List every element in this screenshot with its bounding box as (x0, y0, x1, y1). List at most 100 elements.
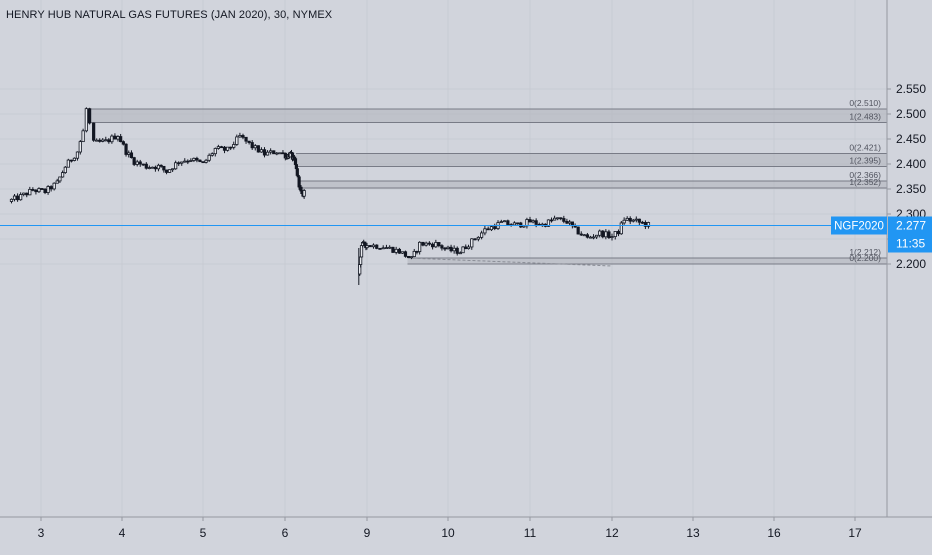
candle-body (400, 251, 405, 254)
candle-body (180, 161, 184, 164)
candle-body (616, 231, 621, 235)
candle-body (192, 157, 196, 161)
fib-zone[interactable] (298, 181, 888, 188)
candle-body (275, 152, 279, 155)
candle-body (256, 145, 260, 153)
candle-body (207, 154, 211, 161)
candle-body (628, 217, 632, 222)
y-tick-label: 2.350 (896, 182, 926, 196)
candle-body (162, 165, 166, 171)
candle-body (391, 246, 395, 253)
candle-body (159, 164, 163, 167)
candle-body (171, 168, 175, 171)
x-tick-label: 16 (767, 526, 781, 540)
candle-body (449, 246, 453, 252)
candle-body (466, 246, 471, 250)
candle-body (446, 246, 450, 249)
candle-body (259, 149, 264, 153)
candle-body (15, 195, 20, 201)
candle-body (528, 219, 532, 223)
candle-body (174, 162, 178, 170)
candle-body (129, 152, 134, 159)
candle-body (480, 232, 484, 238)
x-tick-label: 4 (119, 526, 126, 540)
price-scale[interactable] (887, 0, 932, 517)
candle-body (388, 246, 392, 249)
candle-body (493, 226, 497, 230)
x-tick-label: 10 (441, 526, 455, 540)
countdown-badge (888, 234, 932, 253)
candle-body (637, 218, 641, 223)
candle-body (470, 238, 474, 248)
candle-body (141, 163, 145, 166)
candle-body (378, 248, 382, 250)
candle-body (28, 188, 32, 196)
candle-body (613, 231, 617, 238)
candle-body (519, 222, 523, 228)
candle-body (84, 108, 88, 132)
candle-body (98, 139, 102, 142)
candle-body (46, 186, 50, 193)
candle-body (34, 189, 38, 193)
candle-body (443, 247, 447, 250)
fib-zone[interactable] (407, 258, 888, 264)
candle-body (92, 122, 96, 141)
candle-body (631, 219, 635, 222)
x-tick-label: 6 (282, 526, 289, 540)
candle-body (222, 146, 227, 151)
candle-body (588, 236, 593, 239)
candle-body (156, 164, 161, 170)
candle-body (565, 220, 569, 224)
candle-body (525, 219, 529, 227)
candle-body (40, 188, 44, 190)
candle-body (119, 136, 123, 143)
candle-body (458, 252, 462, 255)
x-tick-label: 13 (686, 526, 700, 540)
candle-body (452, 247, 456, 252)
candle-body (269, 150, 273, 153)
candle-body (486, 228, 490, 231)
candle-body (183, 160, 187, 163)
candle-body (278, 152, 282, 155)
candle-body (49, 186, 53, 190)
candle-body (225, 146, 230, 151)
candle-body (113, 135, 117, 140)
candle-body (232, 144, 236, 148)
candle-body (384, 247, 389, 249)
candle-body (58, 176, 62, 182)
fib-zone[interactable] (89, 109, 888, 123)
candle-body (549, 219, 554, 222)
candle-body (553, 217, 557, 221)
candle-body (144, 163, 148, 169)
candle-body (643, 222, 648, 227)
candle-body (72, 157, 77, 161)
candle-body (61, 172, 65, 178)
fib-level-label: 1(2.352) (849, 177, 881, 187)
candle-body (12, 195, 17, 200)
candle-body (9, 198, 14, 202)
candle-body (359, 256, 363, 265)
candle-body (415, 250, 419, 253)
time-scale[interactable] (0, 517, 932, 550)
candle-body (244, 136, 248, 142)
candle-body (421, 241, 425, 246)
candle-body (177, 162, 181, 165)
candle-body (371, 244, 376, 248)
fib-zone[interactable] (295, 153, 887, 167)
candle-body (455, 247, 459, 254)
candle-body (124, 143, 128, 155)
candle-body (150, 166, 154, 169)
candle-body (262, 149, 267, 156)
fib-level-label: 1(2.483) (849, 112, 881, 122)
candle-body (22, 192, 26, 195)
x-tick-label: 17 (848, 526, 862, 540)
candle-body (135, 161, 139, 165)
candle-body (579, 233, 583, 236)
symbol-badge-label: NGF2020 (834, 221, 884, 233)
trend-line[interactable] (407, 257, 613, 267)
candle-body (381, 247, 385, 250)
candle-body (440, 245, 444, 249)
y-tick-label: 2.400 (896, 157, 926, 171)
